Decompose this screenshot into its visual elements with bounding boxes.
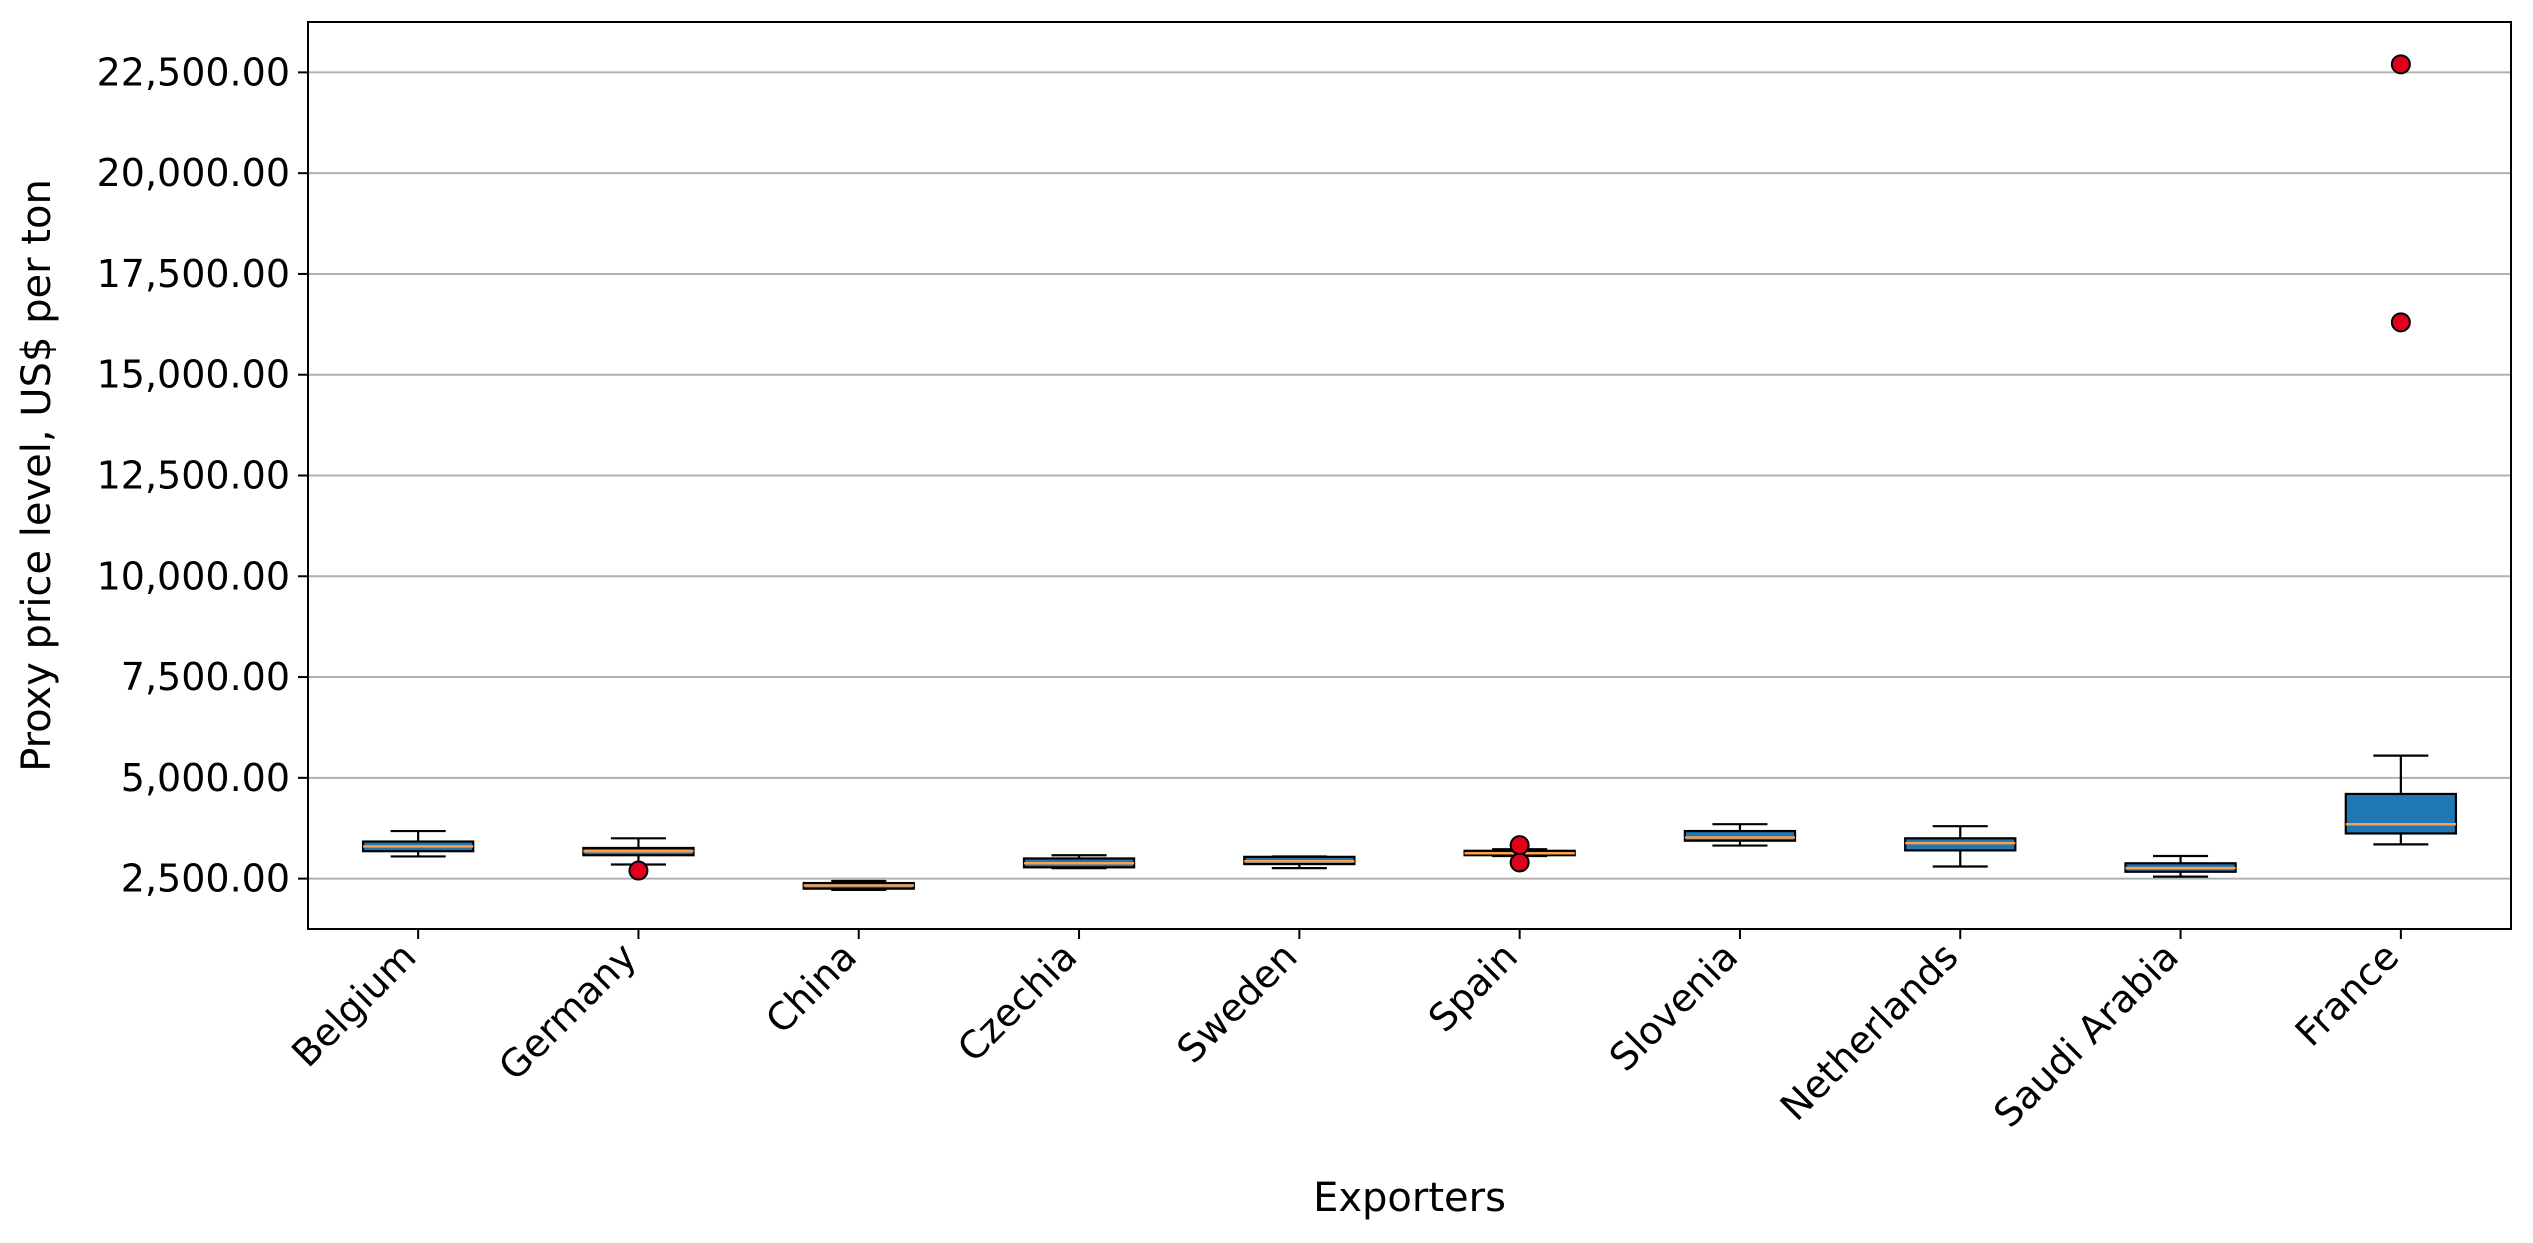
x-tick-label: Czechia [949, 934, 1085, 1070]
x-axis-label: Exporters [1313, 1175, 1506, 1221]
x-tick-label: Netherlands [1772, 934, 1967, 1129]
box-china [802, 879, 915, 891]
y-tick-label: 22,500.00 [97, 50, 290, 94]
x-tick-label: Germany [490, 934, 645, 1089]
x-axis: Belgium Germany China Czechia Sweden Spain Slo… [283, 929, 2407, 1136]
y-gridlines [308, 71, 2511, 880]
box-france [2344, 54, 2458, 846]
box-slovenia [1683, 823, 1797, 847]
outlier-point [1509, 835, 1530, 856]
box-belgium [361, 829, 475, 858]
x-tick-label: China [757, 934, 865, 1042]
iqr-box [2344, 792, 2458, 835]
outlier-point [1509, 852, 1530, 873]
y-tick-label: 10,000.00 [97, 554, 290, 598]
x-tick-label: Spain [1420, 934, 1526, 1040]
box-series [361, 54, 2458, 891]
y-axis: 2,500.00 5,000.00 7,500.00 10,000.00 12,500.… [97, 50, 308, 901]
box-sweden [1243, 855, 1356, 870]
x-tick-label: Belgium [283, 934, 424, 1075]
y-tick-label: 7,500.00 [121, 655, 290, 699]
outlier-point [2390, 312, 2411, 333]
x-tick-label: France [2287, 934, 2407, 1054]
box-netherlands [1904, 825, 2017, 868]
outlier-point [2390, 54, 2411, 75]
y-tick-label: 20,000.00 [97, 151, 290, 195]
x-tick-label: Slovenia [1601, 934, 1746, 1079]
iqr-box [1683, 829, 1797, 842]
box-spain [1463, 835, 1576, 873]
box-saudi-arabia [2124, 854, 2237, 878]
x-tick-label: Saudi Arabia [1985, 934, 2187, 1136]
y-tick-label: 2,500.00 [121, 857, 290, 901]
box-czechia [1022, 854, 1136, 870]
outlier-point [628, 860, 649, 881]
y-tick-label: 15,000.00 [97, 353, 290, 397]
y-tick-label: 12,500.00 [97, 454, 290, 498]
y-tick-label: 5,000.00 [121, 756, 290, 800]
y-axis-label: Proxy price level, US$ per ton [14, 179, 60, 772]
box-germany [582, 837, 695, 881]
x-tick-label: Sweden [1168, 934, 1305, 1071]
y-tick-label: 17,500.00 [97, 252, 290, 296]
